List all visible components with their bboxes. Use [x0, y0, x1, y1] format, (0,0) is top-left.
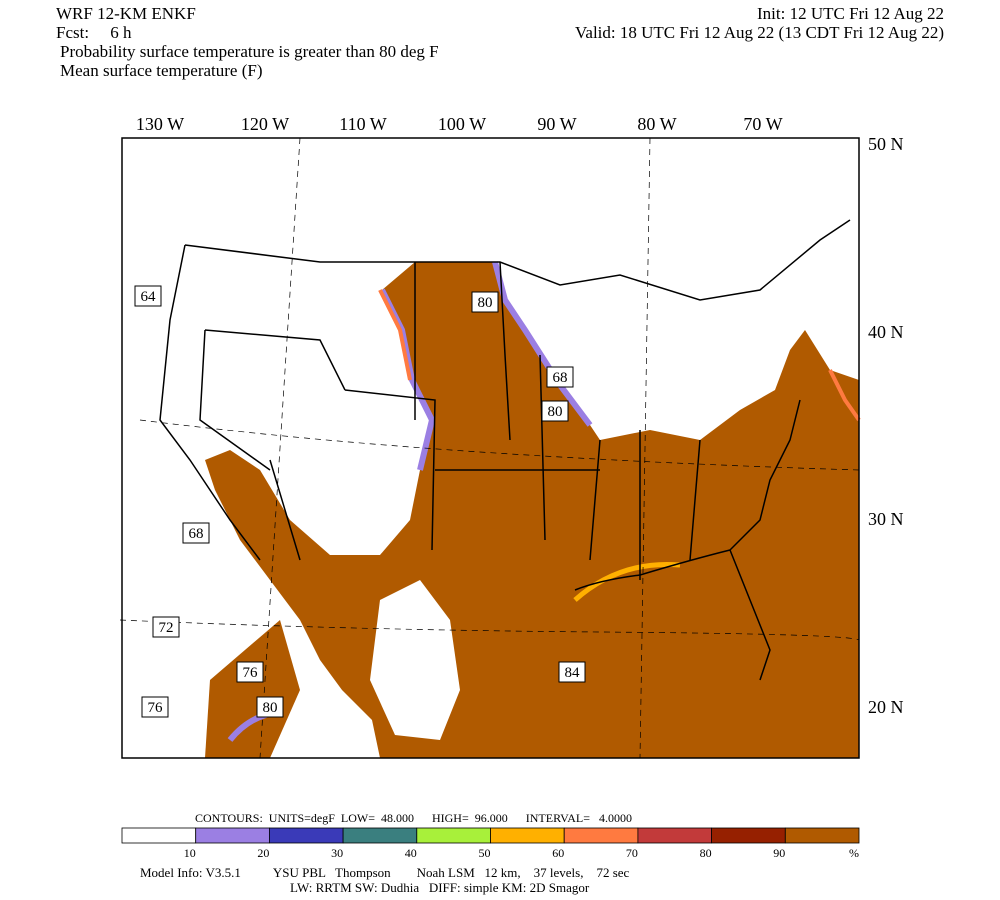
contour-label-box: [182, 522, 210, 544]
boundary-lines: [159, 219, 851, 681]
contour-label-box: [141, 696, 169, 718]
contour-label: 80: [548, 404, 563, 420]
contour-label-box: [558, 661, 586, 683]
contour-label: 80: [263, 700, 278, 716]
forecast-hour: Fcst: 6 h: [56, 23, 132, 42]
colorbar-tick-label: 20: [257, 846, 269, 860]
contour-label: 72: [159, 620, 174, 636]
latitude-label: 30 N: [868, 509, 904, 529]
valid-time: Valid: 18 UTC Fri 12 Aug 22 (13 CDT Fri …: [575, 23, 944, 42]
probability-area: [205, 262, 859, 758]
colorbar-segment: [268, 827, 344, 844]
model-name: WRF 12-KM ENKF: [56, 4, 196, 23]
longitude-label: 100 W: [438, 114, 486, 134]
map: [119, 137, 861, 759]
field-title: Mean surface temperature (F): [60, 61, 262, 80]
colorbar-segment: [711, 827, 786, 844]
colorbar-tick-label: 70: [626, 846, 638, 860]
longitude-label: 70 W: [743, 114, 782, 134]
colorbar-tick-label: 80: [700, 846, 712, 860]
colorbar-tick-label: 40: [405, 846, 417, 860]
graticule: [119, 137, 860, 759]
colorbar-segment: [342, 827, 418, 844]
colorbar-segment: [195, 827, 270, 844]
contour-label-box: [541, 400, 569, 422]
contour-label-box: [256, 696, 284, 718]
colorbar-segment: [121, 827, 197, 844]
model-info: Model Info: V3.5.1 YSU PBL Thompson Noah…: [140, 865, 630, 880]
colorbar-tick-label: 60: [552, 846, 564, 860]
longitude-label: 120 W: [241, 114, 289, 134]
low-probability-area: [270, 440, 400, 550]
longitude-labels: 130 W 120 W 110 W 100 W 90 W 80 W 70 W: [136, 114, 783, 134]
contour-label: 76: [243, 665, 259, 681]
contour-label: 68: [189, 526, 204, 542]
contour-label-box: [546, 366, 574, 388]
latitude-label: 50 N: [868, 134, 904, 154]
probability-area: [205, 620, 300, 758]
contour-label-box: [236, 661, 264, 683]
low-probability-area: [370, 580, 460, 740]
contour-label: 76: [148, 700, 164, 716]
latitude-label: 20 N: [868, 697, 904, 717]
contour-label-box: [152, 616, 180, 638]
contour-info: CONTOURS: UNITS=degF LOW= 48.000 HIGH= 9…: [195, 811, 632, 825]
colorbar-tick-label: 90: [773, 846, 785, 860]
colorbar-segment: [416, 827, 491, 844]
latitude-labels: 50 N 40 N 30 N 20 N: [868, 134, 904, 717]
contour-label: 84: [565, 665, 581, 681]
contour-label: 64: [141, 289, 157, 305]
init-time: Init: 12 UTC Fri 12 Aug 22: [757, 4, 944, 23]
model-info: LW: RRTM SW: Dudhia DIFF: simple KM: 2D …: [290, 880, 590, 895]
colorbar-tick-label: 30: [331, 846, 343, 860]
colorbar-segment: [637, 827, 713, 844]
colorbar-unit: %: [849, 846, 859, 860]
colorbar-segment: [490, 827, 565, 844]
field-title: Probability surface temperature is great…: [60, 42, 439, 61]
contour-band: [573, 561, 681, 602]
contour-label: 68: [553, 370, 568, 386]
latitude-label: 40 N: [868, 322, 904, 342]
colorbar-tick-label: 50: [479, 846, 491, 860]
map-frame: [121, 137, 860, 759]
longitude-label: 90 W: [537, 114, 576, 134]
longitude-label: 80 W: [637, 114, 676, 134]
colorbar-segment: [784, 827, 860, 844]
contour-label-box: [134, 285, 162, 307]
colorbar-tick-label: 10: [184, 846, 196, 860]
colorbar: 10 20 30 40 50 60 70 80 90%: [121, 827, 860, 860]
contour-labels: 64 80 68 80 68 72 76 84 76 80: [134, 285, 586, 718]
longitude-label: 110 W: [339, 114, 387, 134]
contour-label-box: [471, 291, 499, 313]
contour-band: [378, 289, 861, 422]
colorbar-segment: [563, 827, 639, 844]
contour-label: 80: [478, 295, 493, 311]
longitude-label: 130 W: [136, 114, 184, 134]
